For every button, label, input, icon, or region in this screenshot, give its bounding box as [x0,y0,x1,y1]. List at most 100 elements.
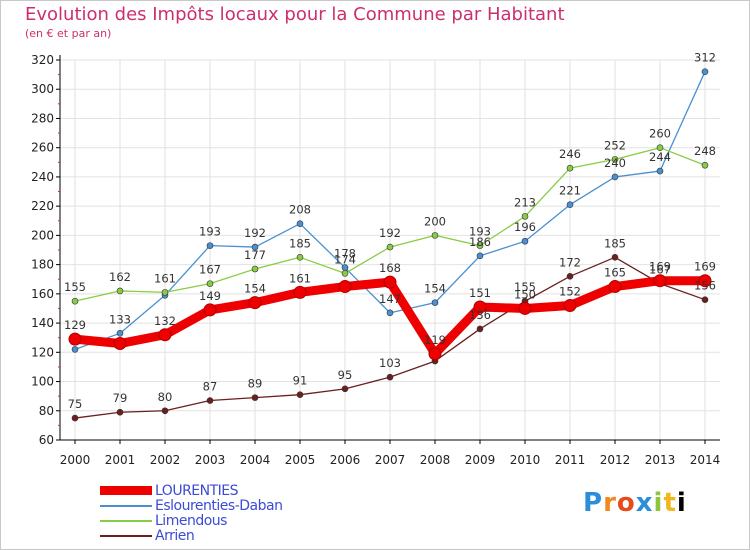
data-point [68,332,82,346]
x-tick-label: 2013 [645,453,676,467]
data-label: 185 [604,236,626,250]
data-label: 240 [604,156,626,170]
data-point [161,289,169,296]
data-point [296,391,304,398]
x-tick-label: 2004 [240,453,271,467]
data-point [251,394,259,401]
data-label: 75 [68,397,83,411]
data-point [383,275,397,289]
data-label: 196 [514,220,536,234]
x-tick-label: 2007 [375,453,406,467]
data-label: 80 [158,390,173,404]
data-label: 174 [334,252,356,266]
data-point [386,309,394,317]
data-point [566,273,574,280]
y-tick-label: 60 [39,433,54,447]
data-label: 167 [649,263,671,277]
data-point [296,254,304,261]
data-point [71,346,79,353]
data-point [251,243,259,251]
data-label: 165 [604,266,626,280]
legend-label: Limendous [155,513,227,529]
logo-letter: o [616,488,636,518]
data-label: 162 [109,270,131,284]
logo-letter: P [583,488,604,518]
data-label: 79 [113,391,128,405]
logo-letter: r [603,488,617,518]
data-point [476,242,484,249]
data-label: 186 [469,235,491,249]
data-point [563,299,577,313]
data-label: 167 [199,263,221,277]
data-label: 152 [559,285,581,299]
x-tick-label: 2012 [600,453,631,467]
data-label: 155 [64,280,86,294]
data-point [431,232,439,239]
data-label: 154 [244,282,266,296]
data-point [611,173,619,181]
x-tick-label: 2001 [105,453,136,467]
legend-swatch [100,505,152,507]
data-label: 129 [64,318,86,332]
y-tick-label: 300 [31,82,54,96]
x-tick-label: 2000 [60,453,91,467]
data-label: 119 [424,333,446,347]
y-tick-label: 240 [31,170,54,184]
data-label: 150 [514,287,536,301]
data-point [521,237,529,245]
data-point [113,337,127,351]
data-point [206,242,214,249]
x-tick-label: 2003 [195,453,226,467]
data-label: 248 [694,144,716,158]
logo-letter: i [653,488,664,518]
data-label: 193 [199,225,221,239]
data-label: 312 [694,51,716,65]
data-label: 161 [154,271,176,285]
data-point [428,347,442,361]
y-tick-label: 180 [31,258,54,272]
data-point [701,296,709,303]
data-label: 169 [649,260,671,274]
logo-letter: x [635,488,654,518]
logo-letter: i [676,488,687,518]
proxiti-logo: Proxiti [583,488,687,518]
data-point [473,300,487,314]
chart-title: Evolution des Impôts locaux pour la Comm… [25,4,565,25]
data-point [431,299,439,306]
data-label: 95 [338,368,353,382]
data-label: 192 [244,226,266,240]
data-point [71,297,79,305]
data-label: 185 [289,236,311,250]
y-tick-label: 320 [31,53,54,67]
data-point [653,274,667,288]
legend-swatch [100,486,152,495]
data-label: 89 [248,377,263,391]
data-point [476,252,484,260]
data-label: 177 [244,248,266,262]
data-point [698,274,712,288]
y-tick-label: 100 [31,375,54,389]
y-tick-label: 200 [31,228,54,242]
data-label: 161 [289,271,311,285]
data-label: 133 [109,312,131,326]
legend-label: Arrien [155,528,195,544]
data-point [116,330,124,337]
data-label: 246 [559,147,581,161]
y-tick-label: 140 [31,316,54,330]
logo-letter: t [663,488,677,518]
data-point [161,407,169,415]
data-label: 149 [199,289,221,303]
data-label: 200 [424,214,446,228]
data-label: 155 [514,280,536,294]
data-point [341,270,349,277]
x-tick-label: 2010 [510,453,541,467]
data-point [611,254,619,261]
data-label: 154 [424,282,446,296]
data-label: 192 [379,226,401,240]
data-point [521,213,529,220]
data-label: 151 [469,286,491,300]
data-point [338,280,352,294]
data-label: 91 [293,374,308,388]
data-label: 169 [694,260,716,274]
